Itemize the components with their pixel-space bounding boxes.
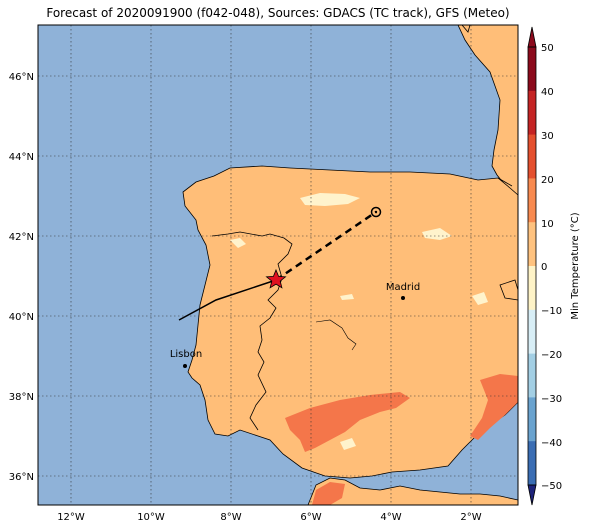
colorbar-tick: −20 (541, 350, 562, 361)
lon-label: 4°W (380, 512, 401, 523)
colorbar-band (528, 397, 536, 442)
forecast-position-dot (374, 210, 378, 214)
cool-zone-sierra (230, 238, 246, 248)
colorbar-tick: −30 (541, 394, 562, 405)
colorbar-tick: 50 (541, 43, 554, 54)
colorbar-band (528, 90, 536, 136)
city-madrid: Madrid (386, 282, 420, 300)
cool-zone-south (340, 438, 356, 450)
colorbar-band (528, 47, 536, 92)
graticule (38, 25, 518, 505)
map-panel (38, 25, 518, 505)
cyclone-position-star-icon (265, 268, 287, 289)
lon-label: 8°W (220, 512, 241, 523)
colorbar-top-arrow (527, 26, 537, 48)
colorbar-tick: 10 (541, 219, 554, 230)
colorbar-tick: 20 (541, 175, 554, 186)
colorbar-ticks: 50 40 30 20 10 0 −10 −20 −30 −40 −50 (541, 43, 562, 492)
warm-zone-southeast (470, 374, 518, 440)
city-lisbon: Lisbon (170, 349, 202, 368)
warm-zone-morocco (312, 482, 345, 505)
land-morocco (307, 477, 518, 505)
border-spain-france (497, 177, 513, 187)
lon-label: 2°W (460, 512, 481, 523)
colorbar-tick: 0 (541, 262, 547, 273)
lat-label: 36°N (9, 472, 34, 483)
cool-zone-northeast (422, 228, 452, 240)
lon-label: 12°W (57, 512, 85, 523)
cool-zone-east (472, 292, 488, 305)
city-label-lisbon: Lisbon (170, 349, 202, 360)
land-iberia (182, 165, 518, 479)
colorbar-tick: 30 (541, 131, 554, 142)
city-label-madrid: Madrid (386, 282, 420, 293)
land-brittany-tip (461, 25, 471, 33)
city-marker (183, 364, 187, 368)
colorbar-tick: −50 (541, 481, 562, 492)
colorbar-tick: −10 (541, 306, 562, 317)
lat-label: 46°N (9, 72, 34, 83)
border-portugal-spain (211, 231, 293, 431)
lat-label: 44°N (9, 152, 34, 163)
colorbar-label: Min Temperature (°C) (570, 212, 581, 319)
colorbar-band (528, 266, 536, 311)
colorbar-tick: 40 (541, 87, 554, 98)
map-frame (37, 24, 519, 506)
colorbar-bands (528, 47, 536, 486)
colorbar-band (528, 134, 536, 179)
map-title: Forecast of 2020091900 (f042-048), Sourc… (46, 6, 510, 20)
lat-label: 42°N (9, 232, 34, 243)
past-track-line (178, 279, 277, 321)
lat-label: 40°N (9, 312, 34, 323)
colorbar-band (528, 353, 536, 398)
colorbar-band (528, 441, 536, 486)
land-mallorca (499, 279, 518, 301)
lat-label: 38°N (9, 392, 34, 403)
colorbar: 50 40 30 20 10 0 −10 −20 −30 −40 −50 Min… (527, 26, 581, 506)
forecast-position-circle-icon (370, 206, 382, 218)
colorbar-band (528, 178, 536, 223)
forecast-track-line (275, 210, 377, 282)
colorbar-frame (527, 46, 537, 486)
city-marker (401, 296, 405, 300)
latitude-labels: 46°N 44°N 42°N 40°N 38°N 36°N (9, 72, 34, 483)
cyclone-track (178, 206, 382, 321)
lon-label: 10°W (137, 512, 165, 523)
colorbar-bottom-arrow (527, 484, 537, 506)
lon-label: 6°W (300, 512, 321, 523)
longitude-labels: 12°W 10°W 8°W 6°W 4°W 2°W (57, 512, 482, 523)
colorbar-band (528, 222, 536, 267)
cool-zone-north (300, 193, 360, 206)
warm-zone-south (285, 392, 410, 452)
cool-zone-central (340, 294, 354, 300)
colorbar-tick: −40 (541, 438, 562, 449)
colorbar-band (528, 309, 536, 355)
border-internal-1 (315, 319, 357, 351)
